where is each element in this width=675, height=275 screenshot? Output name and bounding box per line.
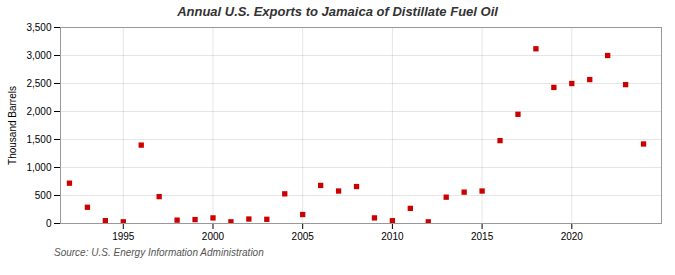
html-text:Source: U.S. Energy Informatio: Source: U.S. Energy Information Administ… (54, 247, 264, 258)
svg-text:2,000: 2,000 (26, 106, 51, 117)
svg-text:2020: 2020 (561, 231, 584, 242)
svg-text:1,000: 1,000 (26, 162, 51, 173)
svg-text:1995: 1995 (112, 231, 135, 242)
svg-text:2005: 2005 (292, 231, 315, 242)
svg-text:1,500: 1,500 (26, 134, 51, 145)
svg-text:2,500: 2,500 (26, 78, 51, 89)
svg-text:3,000: 3,000 (26, 50, 51, 61)
svg-text:2010: 2010 (381, 231, 404, 242)
svg-text:500: 500 (35, 190, 52, 201)
svg-text:2000: 2000 (202, 231, 225, 242)
svg-text:0: 0 (46, 218, 52, 229)
svg-text:3,500: 3,500 (26, 22, 51, 33)
svg-text:2015: 2015 (471, 231, 494, 242)
svg-text:Thousand Barrels: Thousand Barrels (7, 86, 18, 165)
html-text:Annual U.S. Exports to Jamaica: Annual U.S. Exports to Jamaica of Distil… (177, 4, 498, 19)
